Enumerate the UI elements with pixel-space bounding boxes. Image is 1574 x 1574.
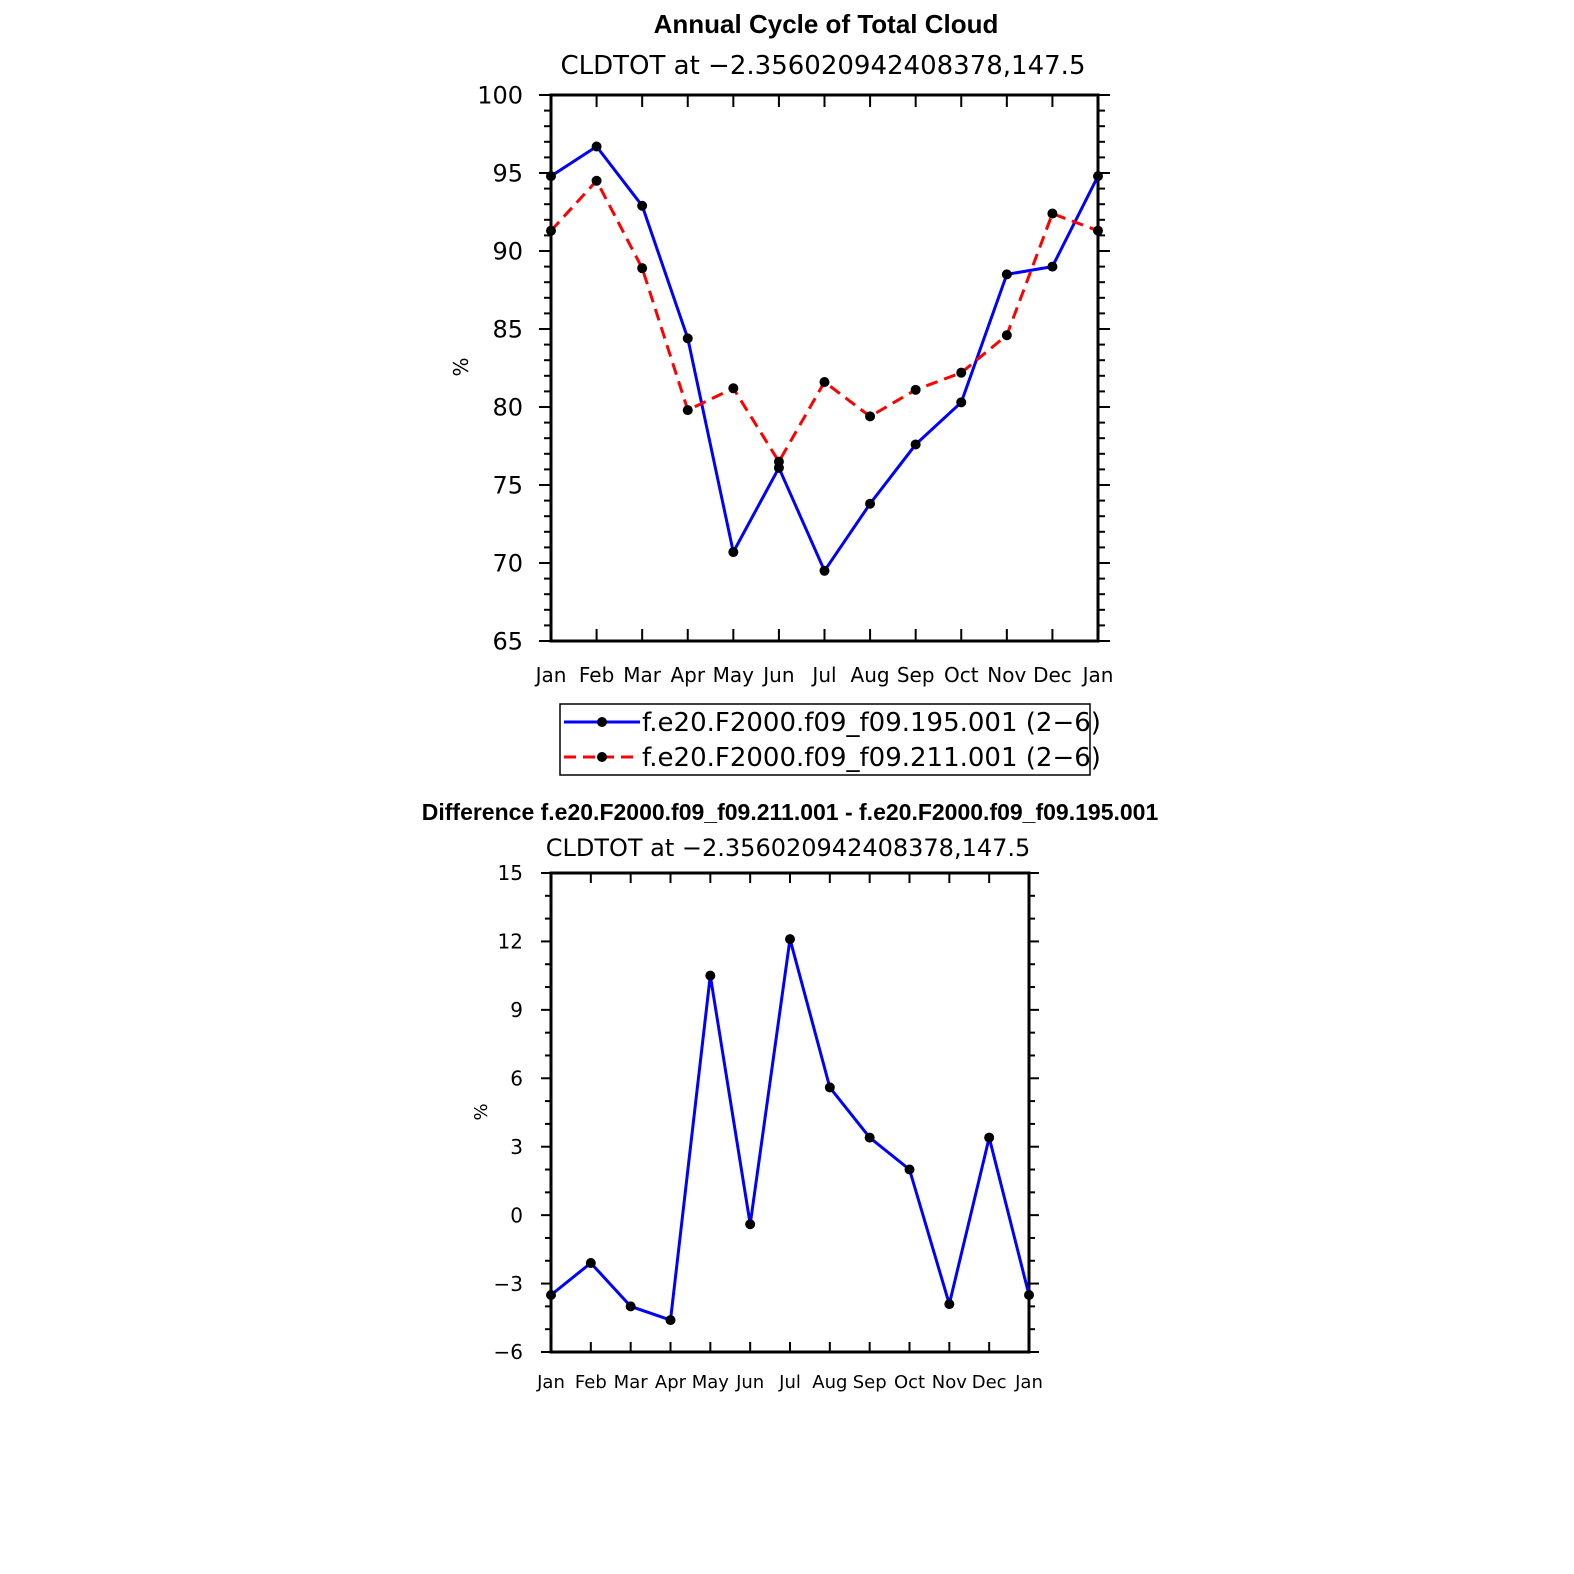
data-point bbox=[1093, 171, 1103, 182]
y-axis-label: % bbox=[471, 1103, 492, 1120]
data-point bbox=[546, 1289, 556, 1300]
chart-title: Difference f.e20.F2000.f09_f09.211.001 -… bbox=[422, 799, 1159, 825]
y-tick-label: 9 bbox=[510, 998, 523, 1022]
data-point bbox=[591, 175, 602, 186]
data-point bbox=[904, 1164, 915, 1175]
legend-box bbox=[559, 703, 1091, 776]
data-point bbox=[819, 377, 830, 388]
legend-marker-series-1 bbox=[597, 717, 607, 727]
x-tick-label: Mar bbox=[623, 663, 662, 687]
x-tick-label: Nov bbox=[987, 663, 1026, 687]
x-tick-label: Jan bbox=[534, 663, 567, 687]
difference-chart: Difference f.e20.F2000.f09_f09.211.001 -… bbox=[422, 799, 1159, 1393]
chart-title: Annual Cycle of Total Cloud bbox=[654, 9, 999, 39]
data-point bbox=[944, 1299, 955, 1310]
data-point bbox=[546, 171, 556, 182]
y-tick-label: 12 bbox=[498, 930, 523, 954]
data-point bbox=[745, 1219, 756, 1230]
x-tick-label: Jan bbox=[1081, 663, 1114, 687]
chart-subtitle: CLDTOT at −2.356020942408378,147.5 bbox=[546, 834, 1031, 862]
y-tick-label: 65 bbox=[492, 628, 523, 656]
x-tick-label: Mar bbox=[614, 1372, 649, 1393]
x-tick-label: Jan bbox=[536, 1372, 565, 1393]
series-line bbox=[550, 145, 1100, 573]
x-tick-label: Oct bbox=[894, 1372, 925, 1393]
x-tick-label: Dec bbox=[1033, 663, 1072, 687]
x-tick-label: Oct bbox=[944, 663, 979, 687]
data-point bbox=[865, 498, 876, 509]
data-point bbox=[1093, 225, 1103, 236]
data-point bbox=[956, 367, 967, 378]
legend-marker-series-2 bbox=[597, 752, 607, 762]
y-tick-label: 0 bbox=[510, 1203, 523, 1227]
y-tick-label: 75 bbox=[492, 472, 523, 500]
series-line bbox=[549, 179, 1099, 464]
annual-cycle-chart: Annual Cycle of Total Cloud CLDTOT at −2… bbox=[449, 9, 1113, 687]
y-tick-label: 100 bbox=[477, 82, 523, 110]
data-point bbox=[956, 397, 967, 408]
y-tick-label: 6 bbox=[510, 1066, 523, 1090]
y-tick-label: 3 bbox=[510, 1135, 523, 1159]
y-tick-label: 95 bbox=[492, 160, 523, 188]
y-tick-label: 85 bbox=[492, 316, 523, 344]
x-tick-label: Jun bbox=[761, 663, 794, 687]
data-point bbox=[1024, 1289, 1034, 1300]
x-tick-label: Feb bbox=[575, 1372, 607, 1393]
data-point bbox=[819, 565, 830, 576]
x-tick-label: Sep bbox=[897, 663, 935, 687]
data-point bbox=[864, 1132, 875, 1143]
x-tick-label: Jul bbox=[778, 1372, 801, 1393]
x-tick-label: May bbox=[713, 663, 755, 687]
data-point bbox=[625, 1301, 636, 1312]
data-point bbox=[910, 384, 921, 395]
x-tick-label: May bbox=[692, 1372, 730, 1393]
x-tick-label: Aug bbox=[812, 1372, 847, 1393]
data-point bbox=[546, 225, 556, 236]
x-tick-label: Feb bbox=[579, 663, 614, 687]
x-tick-label: Apr bbox=[670, 663, 705, 687]
x-tick-label: Jun bbox=[735, 1372, 764, 1393]
plot-frame bbox=[549, 93, 1100, 643]
x-tick-label: Jul bbox=[810, 663, 836, 687]
data-point bbox=[637, 263, 648, 274]
x-tick-label: Nov bbox=[932, 1372, 967, 1393]
legend-label-series-2: f.e20.F2000.f09_f09.211.001 (2−6) bbox=[642, 743, 1101, 773]
data-point bbox=[785, 934, 795, 945]
data-point bbox=[637, 200, 648, 211]
x-tick-label: Dec bbox=[972, 1372, 1007, 1393]
data-point bbox=[728, 383, 739, 394]
data-point bbox=[824, 1082, 835, 1093]
y-tick-label: 70 bbox=[492, 550, 523, 578]
data-point bbox=[728, 547, 739, 558]
x-tick-label: Jan bbox=[1014, 1372, 1043, 1393]
x-tick-label: Sep bbox=[853, 1372, 887, 1393]
chart-subtitle: CLDTOT at −2.356020942408378,147.5 bbox=[561, 51, 1086, 81]
x-tick-label: Apr bbox=[655, 1372, 687, 1393]
data-point bbox=[682, 333, 693, 344]
data-point bbox=[1047, 208, 1058, 219]
data-point bbox=[585, 1258, 596, 1269]
x-tick-label: Aug bbox=[851, 663, 890, 687]
data-point bbox=[910, 439, 921, 450]
y-tick-label: 90 bbox=[492, 238, 523, 266]
y-tick-label: 80 bbox=[492, 394, 523, 422]
data-point bbox=[1001, 330, 1012, 341]
data-point bbox=[665, 1315, 676, 1326]
y-axis-label: % bbox=[449, 357, 473, 376]
data-point bbox=[865, 411, 876, 422]
data-point bbox=[1047, 261, 1058, 272]
y-tick-label: 15 bbox=[498, 861, 523, 885]
data-point bbox=[682, 405, 693, 416]
series-line bbox=[550, 937, 1031, 1322]
data-point bbox=[773, 456, 784, 467]
legend: f.e20.F2000.f09_f09.195.001 (2−6) f.e20.… bbox=[559, 703, 1101, 776]
data-point bbox=[1001, 269, 1012, 280]
data-point bbox=[705, 970, 716, 981]
data-point bbox=[984, 1132, 995, 1143]
y-tick-label: −6 bbox=[494, 1340, 523, 1364]
y-tick-label: −3 bbox=[494, 1272, 523, 1296]
data-point bbox=[591, 141, 602, 152]
legend-label-series-1: f.e20.F2000.f09_f09.195.001 (2−6) bbox=[642, 708, 1101, 738]
